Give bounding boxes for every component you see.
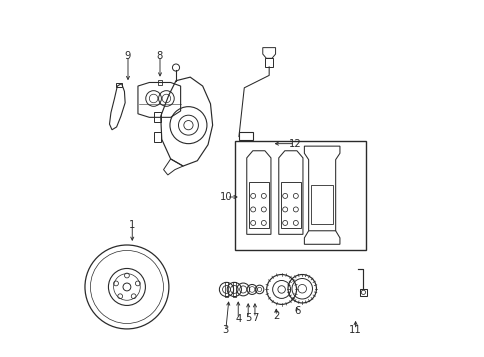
Bar (232, 282, 236, 297)
Bar (153, 132, 161, 142)
Bar (224, 282, 228, 297)
Bar (264, 57, 273, 67)
Bar (235, 141, 365, 250)
Text: 8: 8 (156, 51, 163, 61)
Text: 11: 11 (348, 325, 361, 335)
Bar (158, 80, 162, 85)
Text: 10: 10 (220, 192, 232, 202)
Bar (239, 132, 253, 140)
Bar (153, 112, 161, 122)
Text: 2: 2 (272, 311, 279, 321)
Text: 1: 1 (129, 220, 135, 230)
Bar (115, 83, 121, 87)
Bar (280, 182, 300, 228)
Text: 9: 9 (124, 51, 131, 61)
Text: 7: 7 (251, 313, 257, 323)
Text: 6: 6 (294, 306, 300, 316)
Bar (359, 289, 366, 296)
Bar (311, 185, 332, 224)
Text: 3: 3 (222, 325, 228, 335)
Text: 12: 12 (288, 139, 301, 149)
Text: 4: 4 (235, 314, 241, 324)
Text: 5: 5 (244, 313, 251, 323)
Bar (248, 182, 268, 228)
